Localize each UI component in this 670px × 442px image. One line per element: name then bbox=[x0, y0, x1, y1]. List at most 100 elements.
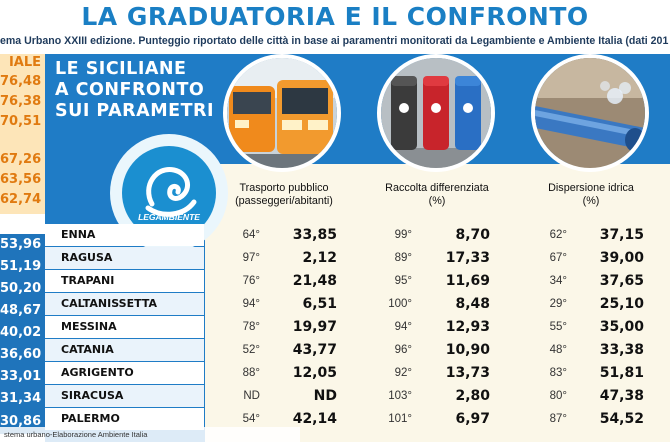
rank: 88° bbox=[242, 367, 260, 379]
column-header-line: (passeggeri/abitanti) bbox=[235, 195, 333, 207]
rank: 103° bbox=[388, 390, 412, 402]
value: 54,52 bbox=[599, 411, 644, 427]
value: 8,70 bbox=[455, 227, 490, 243]
value: 19,97 bbox=[292, 319, 337, 335]
value: 39,00 bbox=[599, 250, 644, 266]
recycle-bins-icon bbox=[377, 54, 495, 172]
city-name: TRAPANI bbox=[61, 274, 115, 287]
rank: 94° bbox=[242, 298, 260, 310]
rank: 29° bbox=[549, 298, 567, 310]
value: ND bbox=[313, 388, 337, 404]
value: 10,90 bbox=[445, 342, 490, 358]
left-value: 67,26 bbox=[0, 150, 45, 170]
city-name: PALERMO bbox=[61, 412, 120, 425]
value: 37,65 bbox=[599, 273, 644, 289]
rank: 97° bbox=[242, 252, 260, 264]
column-water: Dispersione idrica (%) bbox=[512, 164, 670, 442]
value: 33,85 bbox=[292, 227, 337, 243]
rank: 55° bbox=[549, 321, 567, 333]
table-row: SIRACUSA ND ND 103° 2,80 80° 47,38 bbox=[45, 385, 670, 407]
city-cell bbox=[45, 385, 204, 407]
rank: 62° bbox=[549, 229, 567, 241]
table-row: CATANIA 52° 43,77 96° 10,90 48° 33,38 bbox=[45, 339, 670, 361]
left-value: 70,51 bbox=[0, 112, 45, 132]
panel-title-line: A CONFRONTO bbox=[55, 80, 205, 100]
rank: 54° bbox=[242, 413, 260, 425]
rank: 101° bbox=[388, 413, 412, 425]
value: 33,38 bbox=[599, 342, 644, 358]
rank: 99° bbox=[394, 229, 412, 241]
table-row: AGRIGENTO 88° 12,05 92° 13,73 83° 51,81 bbox=[45, 362, 670, 384]
column-header-line: Trasporto pubblico bbox=[239, 182, 329, 194]
column-recycling: Raccolta differenziata (%) bbox=[358, 164, 516, 442]
rank: ND bbox=[243, 390, 260, 402]
rank: 78° bbox=[242, 321, 260, 333]
value: 17,33 bbox=[445, 250, 490, 266]
table-row: RAGUSA 97° 2,12 89° 17,33 67° 39,00 bbox=[45, 247, 670, 269]
page-subtitle: ema Urbano XXIII edizione. Punteggio rip… bbox=[0, 35, 669, 47]
column-header: Trasporto pubblico (passeggeri/abitanti) bbox=[205, 182, 363, 208]
value: 6,51 bbox=[302, 296, 337, 312]
city-cell bbox=[45, 316, 204, 338]
rank: 95° bbox=[394, 275, 412, 287]
rank: 89° bbox=[394, 252, 412, 264]
panel-title: LE SICILIANE A CONFRONTO SUI PARAMETRI bbox=[55, 59, 215, 122]
left-value: 31,34 bbox=[0, 388, 45, 410]
left-value: 76,38 bbox=[0, 92, 45, 112]
city-cell bbox=[45, 362, 204, 384]
value: 2,12 bbox=[302, 250, 337, 266]
column-header-line: Raccolta differenziata bbox=[385, 182, 489, 194]
water-pipe-icon bbox=[531, 54, 649, 172]
left-value: 51,19 bbox=[0, 256, 45, 278]
city-name: SIRACUSA bbox=[61, 389, 124, 402]
value: 12,05 bbox=[292, 365, 337, 381]
left-column-header: IALE bbox=[0, 54, 45, 72]
comparison-panel: LE SICILIANE A CONFRONTO SUI PARAMETRI T… bbox=[45, 54, 670, 442]
table-row: MESSINA 78° 19,97 94° 12,93 55° 35,00 bbox=[45, 316, 670, 338]
source-note: stema urbano-Elaborazione Ambiente Itali… bbox=[0, 427, 300, 442]
rank: 64° bbox=[242, 229, 260, 241]
rank: 48° bbox=[549, 344, 567, 356]
city-cell bbox=[45, 224, 204, 246]
rank: 34° bbox=[549, 275, 567, 287]
value: 51,81 bbox=[599, 365, 644, 381]
value: 6,97 bbox=[455, 411, 490, 427]
value: 11,69 bbox=[445, 273, 490, 289]
left-value: 40,02 bbox=[0, 322, 45, 344]
city-name: CALTANISSETTA bbox=[61, 297, 158, 310]
value: 43,77 bbox=[292, 342, 337, 358]
city-name: CATANIA bbox=[61, 343, 114, 356]
rank: 67° bbox=[549, 252, 567, 264]
table-row: ENNA 64° 33,85 99° 8,70 62° 37,15 bbox=[45, 224, 670, 246]
city-name: MESSINA bbox=[61, 320, 117, 333]
left-value: 62,74 bbox=[0, 190, 45, 214]
rank: 100° bbox=[388, 298, 412, 310]
column-header-line: (%) bbox=[582, 195, 600, 207]
rank: 87° bbox=[549, 413, 567, 425]
city-name: RAGUSA bbox=[61, 251, 113, 264]
table-row: TRAPANI 76° 21,48 95° 11,69 34° 37,65 bbox=[45, 270, 670, 292]
rank: 76° bbox=[242, 275, 260, 287]
logo-text: LEGAMBIENTE bbox=[138, 212, 200, 222]
table-row: PALERMO 54° 42,14 101° 6,97 87° 54,52 bbox=[45, 408, 670, 430]
left-value: 53,96 bbox=[0, 234, 45, 256]
column-header-line: (%) bbox=[428, 195, 446, 207]
column-header: Dispersione idrica (%) bbox=[512, 182, 670, 208]
value: 2,80 bbox=[455, 388, 490, 404]
value: 35,00 bbox=[599, 319, 644, 335]
table-row: CALTANISSETTA 94° 6,51 100° 8,48 29° 25,… bbox=[45, 293, 670, 315]
rank: 92° bbox=[394, 367, 412, 379]
column-transport: Trasporto pubblico (passeggeri/abitanti) bbox=[205, 164, 363, 442]
city-cell bbox=[45, 247, 204, 269]
value: 21,48 bbox=[292, 273, 337, 289]
bus-icon bbox=[223, 54, 341, 172]
city-cell bbox=[45, 408, 204, 430]
left-value: 76,48 bbox=[0, 72, 45, 92]
value: 37,15 bbox=[599, 227, 644, 243]
rank: 52° bbox=[242, 344, 260, 356]
city-cell bbox=[45, 339, 204, 361]
city-cell bbox=[45, 293, 204, 315]
left-value-gap bbox=[0, 132, 45, 150]
left-ranking-column: IALE 76,48 76,38 70,51 67,26 63,56 62,74… bbox=[0, 54, 45, 442]
value: 12,93 bbox=[445, 319, 490, 335]
